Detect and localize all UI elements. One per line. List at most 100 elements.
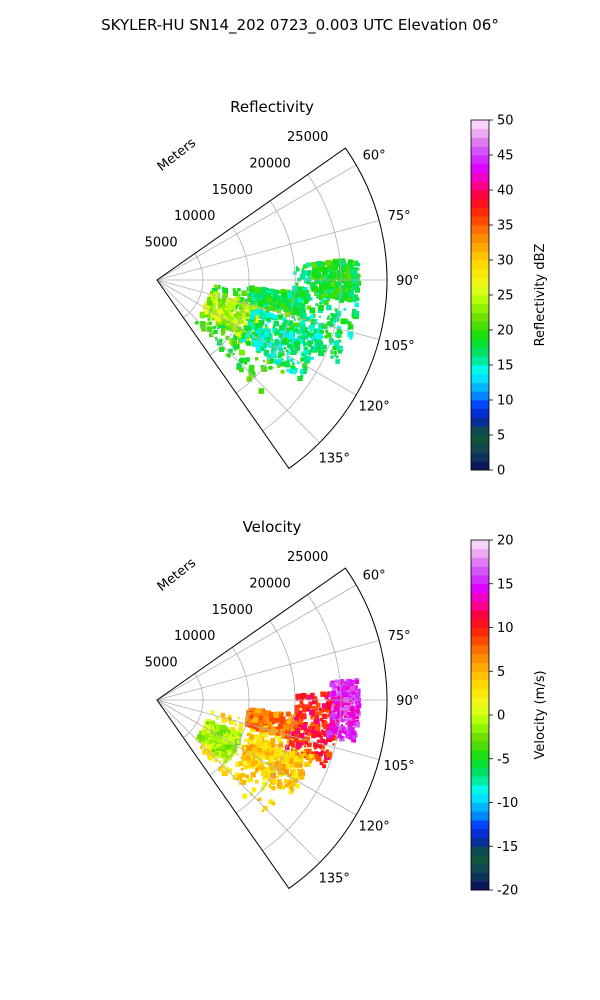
echo-cell xyxy=(262,742,268,749)
echo-cell xyxy=(285,765,288,769)
echo-cell xyxy=(314,696,318,699)
echo-cell xyxy=(297,335,301,340)
echo-cell xyxy=(348,259,353,265)
echo-cell xyxy=(241,779,246,785)
echo-cell xyxy=(335,715,339,719)
echo-cell xyxy=(285,327,289,331)
echo-cell xyxy=(325,259,332,266)
echo-cell xyxy=(330,351,334,355)
echo-cell xyxy=(279,303,285,309)
colorbar-tick-label: -5 xyxy=(497,752,510,767)
echo-cell xyxy=(255,346,261,352)
azimuth-spoke xyxy=(156,279,320,443)
range-tick-label: 25000 xyxy=(287,130,328,145)
echo-cell xyxy=(260,331,266,337)
echo-cell xyxy=(259,313,266,319)
echo-cell xyxy=(355,702,362,709)
echo-cell xyxy=(297,375,303,382)
echo-cell xyxy=(336,287,342,294)
range-tick-label: 25000 xyxy=(287,550,328,565)
echo-cell xyxy=(268,799,274,804)
echo-cell xyxy=(311,286,318,292)
echo-cell xyxy=(298,719,303,725)
echo-cell xyxy=(334,281,340,287)
echo-cell xyxy=(307,763,311,767)
echo-cell xyxy=(297,718,301,721)
echo-cell xyxy=(255,779,259,784)
echo-cell xyxy=(257,340,264,347)
echo-cell xyxy=(301,724,308,730)
echo-cell xyxy=(212,298,216,302)
echo-cell xyxy=(299,704,303,708)
echo-cell xyxy=(242,336,245,339)
echo-cell xyxy=(342,692,349,699)
echo-cell xyxy=(208,755,214,761)
echo-cell xyxy=(307,280,311,285)
echo-cell xyxy=(298,339,304,344)
colorbar-segment xyxy=(471,776,489,786)
echo-cell xyxy=(310,330,313,333)
range-axis-label: Meters xyxy=(155,556,199,595)
echo-cell xyxy=(316,739,321,743)
colorbar-tick-label: 10 xyxy=(497,621,514,636)
echo-cell xyxy=(351,693,356,699)
colorbar-segment xyxy=(471,872,489,882)
echo-cell xyxy=(226,755,230,759)
echo-cell xyxy=(357,268,360,271)
echo-cell xyxy=(340,718,345,723)
colorbar-tick-label: -15 xyxy=(497,840,518,855)
echo-cell xyxy=(232,288,236,292)
echo-cell xyxy=(314,715,318,720)
echo-cell xyxy=(210,720,216,726)
echo-cell xyxy=(254,757,261,763)
echo-cell xyxy=(283,769,289,774)
echo-cell xyxy=(295,742,302,749)
colorbar-segment xyxy=(471,295,489,305)
echo-cell xyxy=(251,760,258,767)
echo-cell xyxy=(294,728,300,734)
echo-cell xyxy=(277,295,283,301)
echo-cell xyxy=(214,751,220,756)
echo-cell xyxy=(293,732,296,736)
echo-cell xyxy=(241,753,246,758)
echo-cell xyxy=(232,306,235,309)
echo-cell xyxy=(347,703,350,706)
echo-cell xyxy=(345,320,349,325)
echo-cell xyxy=(255,767,260,772)
echo-cell xyxy=(304,722,308,726)
echo-cell xyxy=(254,327,258,331)
colorbar-tick-label: 35 xyxy=(497,219,514,234)
echo-cell xyxy=(347,321,352,326)
echo-cell xyxy=(331,263,336,268)
echo-cell xyxy=(306,728,312,734)
echo-cell xyxy=(320,691,326,697)
echo-cell xyxy=(222,314,226,318)
echo-cell xyxy=(208,293,215,300)
echo-cell xyxy=(256,323,263,329)
echo-cell xyxy=(296,722,299,726)
echo-cell xyxy=(284,779,288,783)
echo-cell xyxy=(315,755,322,762)
echo-cell xyxy=(272,315,277,320)
echo-cell xyxy=(273,767,277,771)
echo-cell xyxy=(357,274,361,278)
echo-cell xyxy=(290,349,297,355)
echo-cell xyxy=(315,290,318,294)
echo-cell xyxy=(282,731,286,734)
echo-cell xyxy=(238,338,243,344)
echo-cell xyxy=(266,289,269,293)
echo-cell xyxy=(298,754,302,759)
echo-cell xyxy=(290,326,294,330)
echo-cell xyxy=(246,376,252,382)
echo-cell xyxy=(330,355,334,359)
echo-cell xyxy=(290,717,293,720)
echo-cell xyxy=(207,317,211,321)
echo-cell xyxy=(311,733,317,739)
echo-cell xyxy=(334,692,339,697)
echo-cell xyxy=(355,685,358,688)
echo-cell xyxy=(299,321,305,328)
echo-cell xyxy=(311,345,317,351)
echo-cell xyxy=(264,326,269,331)
echo-cell xyxy=(316,261,323,267)
echo-cell xyxy=(226,766,229,770)
